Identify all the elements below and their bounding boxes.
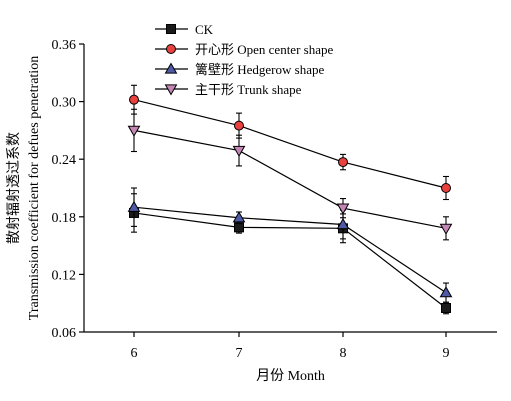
legend-item: 开心形 Open center shape (155, 42, 333, 57)
y-tick-label: 0.06 (52, 326, 77, 341)
y-tick-label: 0.18 (52, 211, 77, 226)
data-point (234, 222, 244, 233)
data-point (439, 223, 453, 235)
data-point (439, 286, 453, 298)
x-tick-label: 9 (443, 346, 450, 361)
data-point (441, 183, 451, 193)
x-axis-title: 月份 Month (256, 368, 325, 384)
data-point (441, 303, 451, 313)
legend-label: CK (195, 22, 214, 37)
legend-marker (164, 62, 178, 74)
series-3 (127, 108, 453, 241)
legend: CK 开心形 Open center shape 篱壁形 Hedgerow shap… (155, 22, 333, 97)
legend-marker (164, 84, 178, 96)
series-1 (129, 84, 451, 201)
data-point (336, 203, 350, 215)
series-layer (127, 84, 453, 315)
data-point (338, 157, 348, 168)
axes: 0.06 0.12 0.18 0.24 0.30 0.36 6 7 8 9 月份 Month 散射辐射… (6, 38, 497, 384)
legend-item: 篱壁形 Hedgerow shape (155, 62, 324, 77)
x-tick-label: 8 (340, 346, 347, 361)
legend-label: 主干形 Trunk shape (195, 82, 302, 97)
data-point (127, 125, 141, 137)
data-point (336, 217, 350, 230)
legend-label: 开心形 Open center shape (195, 42, 333, 57)
y-tick-label: 0.36 (52, 38, 77, 53)
y-tick-label: 0.12 (52, 268, 77, 283)
legend-marker (166, 24, 176, 34)
data-point (129, 94, 139, 105)
x-tick-label: 7 (236, 346, 243, 361)
data-point (232, 145, 246, 158)
series-line (133, 129, 447, 229)
y-tick-label: 0.24 (52, 153, 77, 168)
y-axis-title: 散射辐射透过系数 (6, 132, 22, 244)
y-axis-title: Transmission coefficient for defues pene… (27, 56, 42, 320)
series-2 (127, 187, 453, 303)
x-tick-label: 6 (131, 346, 138, 361)
legend-item: CK (155, 22, 214, 37)
series-line (133, 206, 447, 294)
series-line (133, 99, 447, 189)
data-point (234, 120, 244, 131)
series-line (133, 212, 447, 309)
data-point (127, 200, 141, 212)
legend-item: 主干形 Trunk shape (155, 82, 302, 97)
data-point (232, 211, 246, 223)
y-tick-label: 0.30 (52, 96, 77, 111)
legend-marker (166, 44, 176, 54)
legend-label: 篱壁形 Hedgerow shape (195, 62, 324, 77)
